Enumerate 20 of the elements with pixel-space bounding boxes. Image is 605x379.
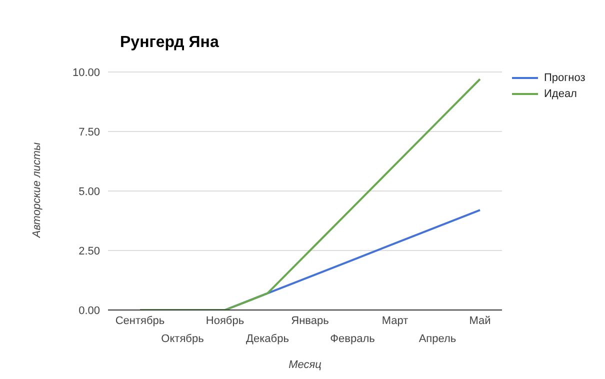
x-tick-label: Октябрь (161, 333, 204, 345)
x-tick-label: Май (469, 315, 491, 327)
y-tick-label: 0.00 (78, 304, 100, 317)
x-tick-label: Апрель (418, 333, 456, 345)
y-tick-label: 2.50 (78, 245, 100, 258)
x-tick-label: Сентябрь (115, 315, 165, 327)
y-tick-label: 10.00 (72, 66, 100, 79)
legend-label: Идеал (544, 88, 577, 100)
x-tick-label: Март (382, 315, 408, 327)
chart-title: Рунгерд Яна (120, 34, 219, 52)
y-tick-label: 5.00 (78, 186, 100, 198)
x-tick-label: Январь (291, 315, 330, 327)
legend-label: Прогноз (544, 72, 586, 84)
x-tick-label: Декабрь (246, 333, 290, 345)
y-tick-label: 7.50 (78, 126, 100, 138)
x-tick-label: Ноябрь (206, 315, 244, 327)
x-axis-title: Месяц (288, 359, 322, 371)
x-tick-label: Февраль (330, 333, 376, 345)
y-axis-title: Авторские листы (31, 142, 43, 238)
line-series (139, 78, 481, 310)
